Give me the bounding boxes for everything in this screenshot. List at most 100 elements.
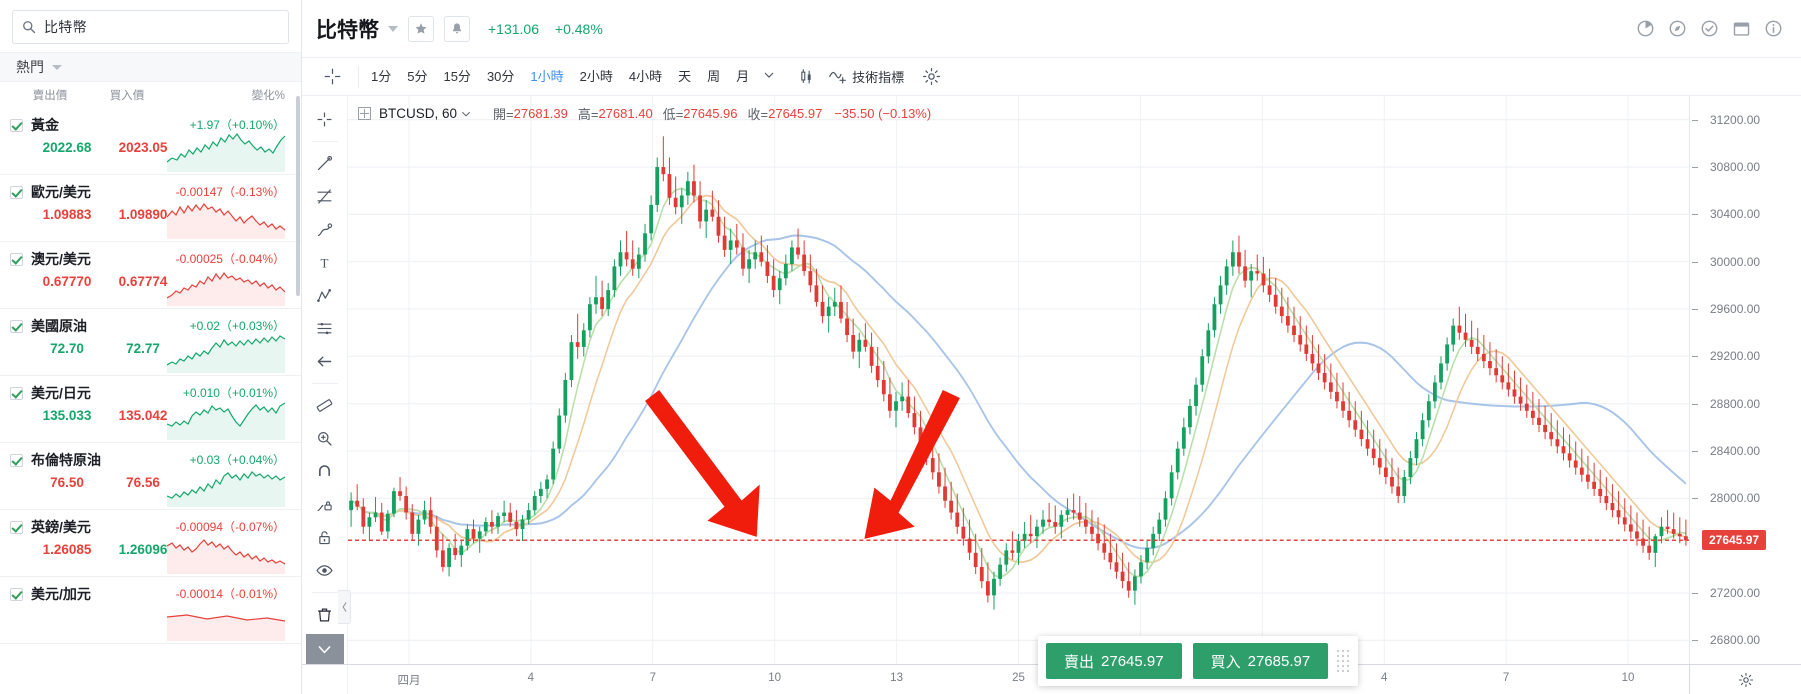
chevron-down-icon[interactable] (388, 25, 398, 32)
sparkline (167, 402, 286, 440)
magnet-tool-icon[interactable] (309, 456, 341, 487)
watchlist-row[interactable]: 歐元/美元 1.09883 1.09890 -0.00147（-0.13%） (0, 175, 301, 242)
timeframe-周[interactable]: 周 (707, 68, 721, 84)
rail-divider (311, 383, 338, 384)
pattern-tool-icon[interactable] (309, 280, 341, 311)
watchlist-row-name: 美元/加元 (31, 586, 91, 602)
trash-tool-icon[interactable] (309, 599, 341, 630)
crosshair-icon (324, 68, 340, 85)
watchlist-row-checkbox[interactable] (10, 453, 23, 467)
time-axis-settings-button[interactable] (1689, 664, 1801, 694)
drag-grip-icon[interactable] (1335, 646, 1351, 676)
favorite-star-button[interactable] (408, 15, 434, 42)
compass-icon[interactable] (1668, 19, 1687, 38)
lock-draw-tool-icon[interactable] (309, 489, 341, 520)
watchlist-row-checkbox[interactable] (10, 185, 23, 199)
more-timeframes-button[interactable] (763, 68, 775, 86)
forecast-tool-icon[interactable] (309, 313, 341, 344)
low-value: 27645.96 (683, 106, 738, 121)
brush-tool-icon[interactable] (309, 214, 341, 245)
price-axis-tick: 30400.00 (1690, 207, 1801, 221)
watchlist-row-name: 美元/日元 (31, 385, 91, 401)
watchlist-row-ask: 76.56 (126, 475, 160, 490)
timeframe-5分[interactable]: 5分 (407, 68, 428, 84)
arrow-tool-icon[interactable] (309, 346, 341, 377)
search-icon (23, 21, 36, 34)
search-input[interactable]: 比特幣 (12, 10, 289, 44)
check-circle-icon[interactable] (1700, 19, 1719, 38)
drawing-tool-rail: T (302, 96, 351, 664)
watchlist-group-selector[interactable]: 熱門 (0, 52, 301, 82)
calendar-icon[interactable] (1732, 19, 1751, 38)
timeframe-2小時[interactable]: 2小時 (579, 68, 613, 84)
ohlc-legend: BTCUSD, 60 開= 27681.39 高= 27681.40 低= 27… (358, 104, 931, 123)
watchlist-row-name: 歐元/美元 (31, 184, 91, 200)
deal-panel: 賣出 27645.97 買入 27685.97 (1038, 636, 1359, 686)
price-axis-tick: 29600.00 (1690, 302, 1801, 316)
sell-button[interactable]: 賣出 27645.97 (1046, 643, 1182, 679)
alert-bell-button[interactable] (444, 15, 470, 42)
buy-button[interactable]: 買入 27685.97 (1192, 643, 1329, 679)
timeframe-30分[interactable]: 30分 (486, 68, 515, 84)
watchlist-row-checkbox[interactable] (10, 118, 23, 132)
timeframe-月[interactable]: 月 (736, 68, 750, 84)
time-axis-tick: 7 (649, 671, 656, 684)
indicators-button[interactable]: 技術指標 (828, 67, 904, 86)
price-axis-tick: 27200.00 (1690, 586, 1801, 600)
expand-icon[interactable] (358, 107, 371, 120)
rail-collapse-down-button[interactable] (305, 634, 344, 664)
watchlist-row-ask: 72.77 (126, 341, 160, 356)
svg-text:T: T (321, 256, 329, 271)
chevron-left-icon (342, 602, 346, 612)
watchlist-row[interactable]: 英鎊/美元 1.26085 1.26096 -0.00094（-0.07%） (0, 510, 301, 577)
search-value: 比特幣 (44, 19, 87, 35)
fib-tool-icon[interactable] (309, 181, 341, 212)
watchlist-row[interactable]: 黃金 2022.68 2023.05 +1.97（+0.10%） (0, 108, 301, 175)
time-axis-tick: 13 (890, 671, 903, 684)
crosshair-mode-button[interactable] (310, 67, 354, 86)
timeframe-天[interactable]: 天 (678, 68, 692, 84)
close-label: 收= (747, 107, 769, 122)
trendline-tool-icon[interactable] (309, 148, 341, 179)
watchlist-row-checkbox[interactable] (10, 252, 23, 266)
watchlist-row-checkbox[interactable] (10, 386, 23, 400)
timeframe-1小時[interactable]: 1小時 (530, 68, 564, 84)
info-icon[interactable] (1764, 19, 1783, 38)
watchlist-row-bid: 1.26085 (42, 542, 92, 557)
sidebar-scrollbar[interactable] (296, 96, 300, 296)
lock-tool-icon[interactable] (309, 522, 341, 553)
timeframe-4小時[interactable]: 4小時 (628, 68, 663, 84)
chevron-down-icon[interactable] (461, 109, 471, 119)
zoom-in-tool-icon[interactable] (309, 423, 341, 454)
watchlist-row-checkbox[interactable] (10, 587, 23, 601)
text-tool-icon[interactable]: T (309, 247, 341, 278)
search-section: 比特幣 (0, 0, 301, 52)
measure-tool-icon[interactable] (309, 390, 341, 421)
time-axis-tick: 10 (768, 671, 782, 684)
timeframe-1分[interactable]: 1分 (371, 68, 392, 84)
instrument-header: 比特幣 +131.06 +0.48% (302, 0, 1801, 57)
timeframe-15分[interactable]: 15分 (443, 68, 471, 84)
chart-symbol-label: BTCUSD, 60 (379, 106, 458, 121)
price-axis-tick: 30800.00 (1690, 160, 1801, 174)
watchlist-row[interactable]: 美元/加元 -0.00014（-0.01%） (0, 577, 301, 644)
sparkline (167, 471, 286, 507)
pie-chart-icon[interactable] (1636, 19, 1655, 38)
watchlist-row[interactable]: 美元/日元 135.033 135.042 +0.010（+0.01%） (0, 376, 301, 443)
crosshair-tool-icon[interactable] (309, 104, 341, 135)
rail-collapse-button[interactable] (338, 590, 351, 624)
price-axis[interactable]: 31200.00 30800.00 30400.00 30000.00 29600.00… (1689, 96, 1801, 664)
toolbar-divider (358, 65, 359, 88)
eye-tool-icon[interactable] (309, 555, 341, 586)
watchlist-row[interactable]: 布倫特原油 76.50 76.56 +0.03（+0.04%） (0, 443, 301, 510)
chart-plot-area[interactable]: BTCUSD, 60 開= 27681.39 高= 27681.40 低= 27… (348, 96, 1689, 664)
watchlist-row-ask: 1.26096 (118, 542, 168, 557)
watchlist-row-bid: 2022.68 (42, 140, 92, 155)
chart-settings-button[interactable] (922, 67, 941, 86)
watchlist-row-checkbox[interactable] (10, 520, 23, 534)
open-label: 開= (493, 107, 514, 122)
watchlist-row-checkbox[interactable] (10, 319, 23, 333)
chart-type-button[interactable] (797, 67, 816, 86)
watchlist-row[interactable]: 澳元/美元 0.67770 0.67774 -0.00025（-0.04%） (0, 242, 301, 309)
watchlist-row[interactable]: 美國原油 72.70 72.77 +0.02（+0.03%） (0, 309, 301, 376)
